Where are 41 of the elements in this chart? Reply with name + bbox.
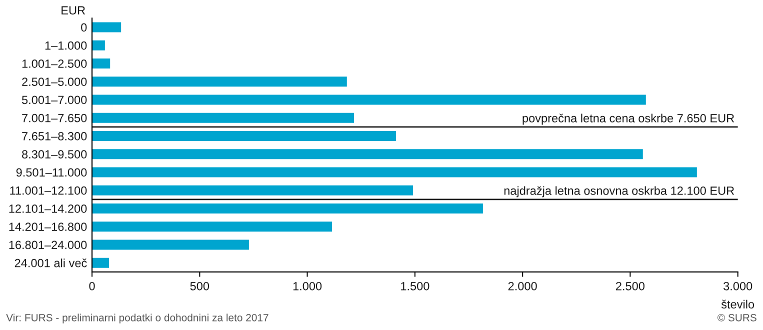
y-tick-label: 11.001–12.100 xyxy=(10,186,87,195)
bar xyxy=(92,222,332,232)
x-tick-label: 500 xyxy=(190,282,210,290)
bar xyxy=(92,167,697,178)
x-tick-label: 0 xyxy=(89,282,95,290)
y-axis-title: EUR xyxy=(62,6,86,15)
y-tick-label: 14.201–16.800 xyxy=(9,222,87,231)
text: © SURS xyxy=(718,314,756,322)
y-tick-label: 24.001 ali več xyxy=(14,258,87,268)
y-tick-label: 16.801–24.000 xyxy=(9,240,87,250)
bar xyxy=(92,240,249,250)
x-tick-label: 1.000 xyxy=(293,282,322,290)
bar xyxy=(92,58,110,68)
bar xyxy=(92,185,413,196)
bar xyxy=(92,40,105,50)
bar xyxy=(92,258,110,268)
bar xyxy=(92,112,354,123)
bar xyxy=(92,130,396,141)
bar xyxy=(92,22,122,32)
y-tick-label: 7.001–7.650 xyxy=(22,114,87,122)
x-tick-label: 1.500 xyxy=(401,282,430,290)
y-tick-label: 9.501–11.000 xyxy=(16,168,87,177)
x-tick-label: 2.000 xyxy=(508,282,537,290)
bar xyxy=(92,203,483,214)
ref-line-label: povprečna letna cena oskrbe 7.650 EUR xyxy=(522,114,734,125)
y-tick-label: 1–1.000 xyxy=(45,41,87,50)
y-tick-label: 0 xyxy=(81,23,87,32)
y-tick-label: 1.001–2.500 xyxy=(22,60,87,68)
y-tick-label: 8.301–9.500 xyxy=(22,150,87,158)
y-tick-label: 5.001–7.000 xyxy=(22,96,87,104)
bar xyxy=(92,149,643,160)
x-axis-title: število xyxy=(721,300,754,309)
bar xyxy=(92,76,347,87)
ref-line-label: najdražja letna osnovna oskrba 12.100 EUR xyxy=(504,186,734,198)
y-tick-label: 7.651–8.300 xyxy=(22,132,87,140)
y-tick-label: 2.501–5.000 xyxy=(22,78,87,86)
text: Vir: FURS - preliminarni podatki o dohodnini za leto 2017 xyxy=(6,314,268,324)
bar xyxy=(92,94,646,105)
x-tick-label: 3.000 xyxy=(724,282,752,290)
x-tick-label: 2.500 xyxy=(616,282,644,290)
y-tick-label: 12.101–14.200 xyxy=(9,204,87,213)
